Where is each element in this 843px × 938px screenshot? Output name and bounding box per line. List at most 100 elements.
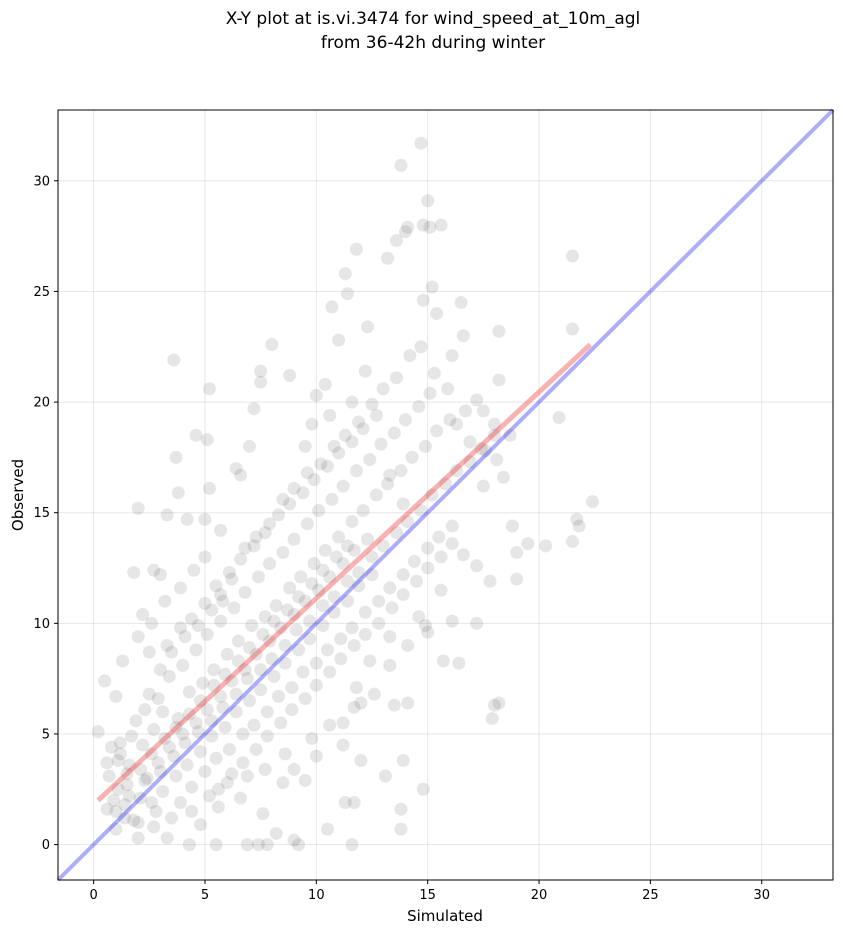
data-point <box>225 674 239 688</box>
one-to-one-line <box>56 108 835 882</box>
data-point <box>234 552 248 566</box>
data-point <box>171 711 185 725</box>
data-point <box>341 574 355 588</box>
data-point <box>434 218 448 232</box>
data-point <box>158 594 172 608</box>
data-point <box>222 742 236 756</box>
data-point <box>369 488 383 502</box>
data-point <box>303 614 317 628</box>
data-point <box>227 601 241 615</box>
data-point <box>521 537 535 551</box>
data-point <box>405 450 419 464</box>
data-point <box>220 647 234 661</box>
data-point <box>289 623 303 637</box>
data-point <box>443 413 457 427</box>
data-point <box>245 619 259 633</box>
data-point <box>318 543 332 557</box>
data-point <box>214 689 228 703</box>
data-point <box>205 603 219 617</box>
data-point <box>176 658 190 672</box>
data-point <box>416 293 430 307</box>
data-point <box>182 838 196 852</box>
data-point <box>316 599 330 613</box>
data-point <box>552 411 566 425</box>
data-point <box>122 758 136 772</box>
data-point <box>300 466 314 480</box>
data-point <box>249 742 263 756</box>
data-point <box>236 756 250 770</box>
data-point <box>131 831 145 845</box>
data-point <box>416 782 430 796</box>
data-point <box>198 550 212 564</box>
data-point <box>276 546 290 560</box>
data-point <box>307 557 321 571</box>
data-point <box>314 457 328 471</box>
data-point <box>341 287 355 301</box>
grid <box>58 110 833 880</box>
data-point <box>178 736 192 750</box>
data-point <box>345 515 359 529</box>
y-axis-label: Observed <box>9 459 27 531</box>
data-point <box>258 526 272 540</box>
data-point <box>427 366 441 380</box>
data-point <box>334 632 348 646</box>
data-point <box>171 486 185 500</box>
data-point <box>363 654 377 668</box>
data-point <box>367 687 381 701</box>
data-point <box>294 570 308 584</box>
data-point <box>445 519 459 533</box>
data-point <box>256 807 270 821</box>
data-point <box>251 838 265 852</box>
data-point <box>191 619 205 633</box>
data-point <box>323 665 337 679</box>
data-point <box>214 523 228 537</box>
y-tick-label: 10 <box>33 617 50 632</box>
data-point <box>180 758 194 772</box>
data-point <box>414 136 428 150</box>
data-point <box>120 778 134 792</box>
x-tick-label: 10 <box>308 888 325 903</box>
data-point <box>98 674 112 688</box>
data-point <box>158 731 172 745</box>
data-point <box>194 745 208 759</box>
data-point <box>401 220 415 234</box>
data-point <box>316 563 330 577</box>
chart-title-line-2: from 36-42h during winter <box>321 33 545 53</box>
data-point <box>394 464 408 478</box>
data-point <box>151 756 165 770</box>
data-point <box>418 439 432 453</box>
x-tick-label: 20 <box>531 888 548 903</box>
data-point <box>396 588 410 602</box>
data-point <box>401 638 415 652</box>
data-point <box>412 610 426 624</box>
data-point <box>425 488 439 502</box>
data-point <box>430 424 444 438</box>
data-point <box>383 630 397 644</box>
data-point <box>216 700 230 714</box>
data-point <box>341 594 355 608</box>
data-point <box>325 300 339 314</box>
data-point <box>287 762 301 776</box>
data-point <box>565 322 579 336</box>
data-point <box>327 439 341 453</box>
data-point <box>387 698 401 712</box>
data-point <box>414 340 428 354</box>
data-point <box>487 417 501 431</box>
data-point <box>298 692 312 706</box>
data-point <box>401 696 415 710</box>
data-point <box>352 565 366 579</box>
data-point <box>156 784 170 798</box>
data-point <box>222 565 236 579</box>
data-point <box>570 512 584 526</box>
data-point <box>312 503 326 517</box>
data-point <box>394 822 408 836</box>
data-point <box>361 320 375 334</box>
data-point <box>269 827 283 841</box>
data-point <box>309 656 323 670</box>
data-point <box>263 634 277 648</box>
data-point <box>209 751 223 765</box>
data-point <box>160 638 174 652</box>
data-point <box>136 738 150 752</box>
data-point <box>320 643 334 657</box>
